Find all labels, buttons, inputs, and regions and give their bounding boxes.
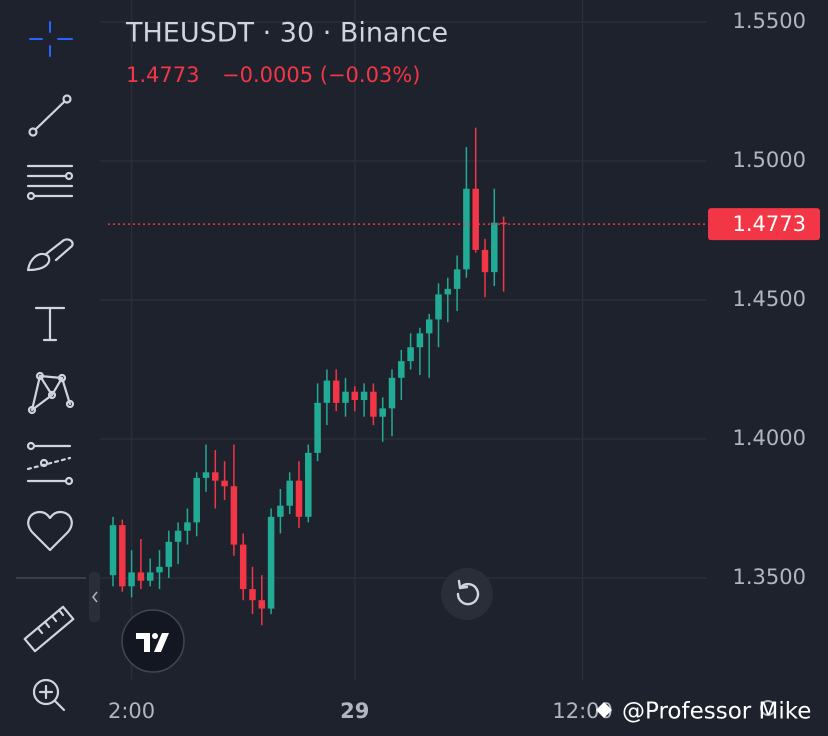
favorites-tool[interactable] — [27, 510, 73, 552]
settings-icon[interactable] — [760, 700, 776, 716]
candle-body — [379, 408, 386, 417]
y-tick-label: 1.5500 — [733, 9, 806, 33]
candle-body — [398, 361, 405, 378]
candle-body — [425, 319, 433, 334]
candle-body — [249, 589, 256, 601]
candle-body — [416, 333, 424, 348]
reset-view-button[interactable] — [441, 568, 493, 620]
header-change: −0.0005 (−0.03%) — [222, 63, 420, 87]
grid — [100, 0, 706, 680]
candle-body — [435, 294, 442, 320]
candle-body — [146, 572, 154, 581]
y-tick-label: 1.5000 — [733, 148, 806, 172]
candle-body — [212, 472, 219, 481]
candle-body — [444, 288, 452, 295]
candle-body — [156, 566, 163, 573]
candle-body — [388, 377, 396, 409]
candle-body — [453, 269, 461, 289]
candle-body — [332, 380, 340, 403]
candle-body — [258, 600, 266, 609]
y-tick-label: 1.3500 — [733, 565, 806, 589]
trend-line-tool[interactable] — [28, 94, 72, 137]
watermark: @Professor Mike — [596, 699, 811, 725]
candle-body — [174, 530, 182, 542]
candle-body — [165, 541, 173, 567]
candle-body — [360, 391, 368, 401]
toolbar — [16, 21, 100, 712]
candle-body — [267, 516, 275, 609]
candle-body — [221, 480, 228, 487]
brush-tool[interactable] — [26, 238, 74, 272]
last-price-label: 1.4773 — [733, 212, 806, 236]
x-tick-label: 29 — [340, 699, 369, 723]
candle-body — [407, 347, 414, 362]
candle-body — [277, 505, 284, 517]
candle-body — [295, 480, 303, 517]
candle-body — [463, 188, 470, 270]
candle-body — [314, 402, 321, 453]
ruler-tool[interactable] — [23, 605, 75, 653]
candle-body — [202, 472, 210, 478]
plot-area — [108, 127, 706, 626]
pattern-tool[interactable] — [27, 371, 75, 415]
candle-body — [128, 572, 135, 587]
candle-body — [323, 380, 331, 403]
fib-tool[interactable] — [26, 164, 74, 201]
tradingview-logo[interactable] — [121, 609, 185, 673]
watermark-text: @Professor Mike — [622, 699, 811, 725]
header-price: 1.4773 — [126, 63, 199, 87]
candle-body — [184, 522, 191, 531]
candle-body — [481, 249, 489, 273]
candle-body — [230, 486, 238, 545]
candle-body — [137, 572, 145, 581]
candle-body — [286, 480, 293, 506]
candle-body — [305, 452, 312, 517]
collapse-toolbar[interactable] — [89, 572, 100, 622]
candle-body — [119, 525, 126, 587]
candle-body — [193, 477, 200, 523]
candle-body — [472, 188, 479, 250]
zoom-tool[interactable] — [32, 678, 66, 712]
chart-title: THEUSDT · 30 · Binance — [125, 18, 448, 49]
candle-body — [109, 525, 117, 576]
crosshair-tool[interactable] — [29, 21, 73, 57]
y-tick-label: 1.4500 — [733, 287, 806, 311]
candle-body — [370, 391, 377, 417]
y-tick-label: 1.4000 — [733, 426, 806, 450]
candle-body — [342, 391, 349, 403]
candle-body — [239, 544, 247, 590]
candle-body — [351, 391, 359, 401]
x-tick-label: 2:00 — [108, 699, 155, 723]
forecast-tool[interactable] — [26, 441, 74, 486]
text-tool[interactable] — [34, 306, 66, 342]
candle-body — [491, 222, 498, 273]
last-price-tag — [708, 208, 820, 241]
